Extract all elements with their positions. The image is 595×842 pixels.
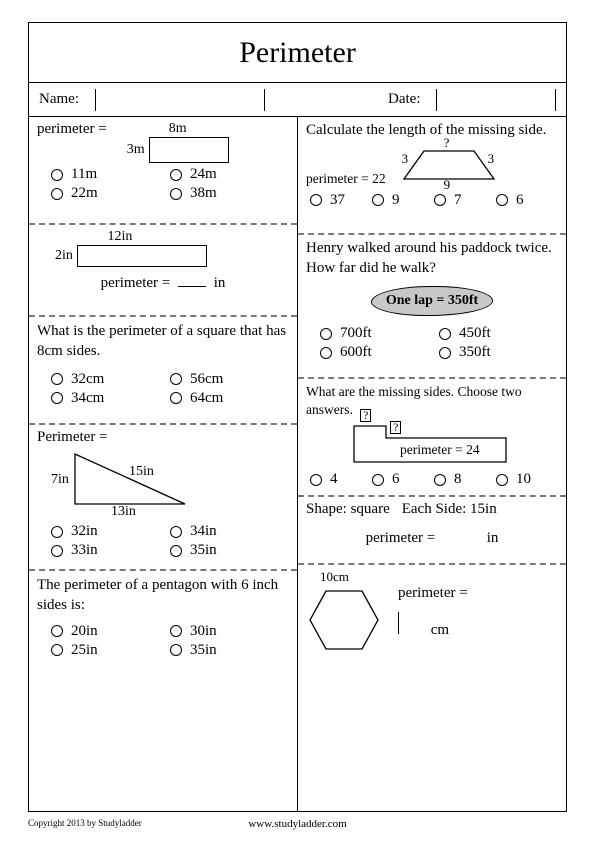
q9-shape: Shape: square <box>306 501 390 518</box>
q8-options: 4 6 8 10 <box>306 468 558 489</box>
q8-q2: ? <box>360 409 371 422</box>
q2-dim-left: 2in <box>55 248 73 264</box>
q5-opt-c[interactable]: 25in <box>51 641 170 660</box>
q4-prompt: Perimeter = <box>37 429 289 446</box>
q3-opt-d[interactable]: 64cm <box>170 389 289 408</box>
q2-answer-blank[interactable] <box>178 286 206 287</box>
q6-top: ? <box>444 135 450 151</box>
question-7: Henry walked around his paddock twice. H… <box>298 235 566 379</box>
q3-opt-b[interactable]: 56cm <box>170 370 289 389</box>
question-2: 12in 2in perimeter = in <box>29 225 297 317</box>
q9-each: Each Side: 15in <box>402 501 497 518</box>
q8-text: What are the missing sides. Choose two a… <box>306 383 558 418</box>
question-1: perimeter = 8m 3m 11m 24m 22m 38m <box>29 117 297 225</box>
q10-answer-blank[interactable] <box>398 612 399 634</box>
q6-opt-a[interactable]: 37 <box>310 191 372 210</box>
page-title: Perimeter <box>29 23 566 83</box>
footer-url: www.studyladder.com <box>208 818 388 830</box>
q5-opt-d[interactable]: 35in <box>170 641 289 660</box>
left-column: perimeter = 8m 3m 11m 24m 22m 38m <box>29 117 298 811</box>
name-date-row: Name: Date: <box>29 83 566 117</box>
q6-opt-b[interactable]: 9 <box>372 191 434 210</box>
q4-options: 32in 34in 33in 35in <box>37 520 289 560</box>
q6-opt-c[interactable]: 7 <box>434 191 496 210</box>
q1-dim-left: 3m <box>127 142 145 158</box>
q8-opt-a[interactable]: 4 <box>310 470 372 489</box>
q10-answer-label: perimeter = <box>398 585 468 602</box>
q7-opt-a[interactable]: 700ft <box>320 324 439 343</box>
question-4: Perimeter = 7in 13in 15in 32in 34in 33in… <box>29 425 297 571</box>
q6-perimeter: perimeter = 22 <box>306 171 386 187</box>
columns: perimeter = 8m 3m 11m 24m 22m 38m <box>29 117 566 811</box>
q2-answer-label: perimeter = <box>101 275 171 291</box>
q5-opt-a[interactable]: 20in <box>51 622 170 641</box>
q4-opt-a[interactable]: 32in <box>51 522 170 541</box>
q2-unit: in <box>214 275 226 291</box>
q7-blob: One lap = 350ft <box>371 286 493 316</box>
q4-opt-b[interactable]: 34in <box>170 522 289 541</box>
q6-right: 3 <box>488 151 495 167</box>
q1-options: 11m 24m 22m 38m <box>37 163 289 203</box>
q3-opt-c[interactable]: 34cm <box>51 389 170 408</box>
q4-side-c: 15in <box>129 464 154 480</box>
q5-options: 20in 30in 25in 35in <box>37 620 289 660</box>
q6-bot: 9 <box>444 177 451 193</box>
right-column: Calculate the length of the missing side… <box>298 117 566 811</box>
q1-opt-b[interactable]: 24m <box>170 165 289 184</box>
q2-dim-top: 12in <box>55 229 185 245</box>
q4-opt-c[interactable]: 33in <box>51 541 170 560</box>
date-field[interactable] <box>436 89 556 111</box>
q8-perimeter: perimeter = 24 <box>400 442 480 458</box>
q1-opt-c[interactable]: 22m <box>51 184 170 203</box>
question-8: What are the missing sides. Choose two a… <box>298 379 566 497</box>
q2-rectangle <box>77 245 207 267</box>
q5-text: The perimeter of a pentagon with 6 inch … <box>37 575 289 616</box>
question-6: Calculate the length of the missing side… <box>298 117 566 235</box>
question-10: 10cm perimeter = cm <box>298 565 566 811</box>
q6-text: Calculate the length of the missing side… <box>306 121 558 141</box>
footer-copyright: Copyright 2013 by Studyladder <box>28 818 208 830</box>
q7-opt-b[interactable]: 450ft <box>439 324 558 343</box>
question-5: The perimeter of a pentagon with 6 inch … <box>29 571 297 811</box>
name-field[interactable] <box>95 89 265 111</box>
q7-text: Henry walked around his paddock twice. H… <box>306 239 558 278</box>
q8-opt-c[interactable]: 8 <box>434 470 496 489</box>
q3-options: 32cm 56cm 34cm 64cm <box>37 368 289 408</box>
q3-opt-a[interactable]: 32cm <box>51 370 170 389</box>
q6-options: 37 9 7 6 <box>306 189 558 210</box>
q7-opt-d[interactable]: 350ft <box>439 343 558 362</box>
q8-opt-d[interactable]: 10 <box>496 470 558 489</box>
q10-side: 10cm <box>320 569 382 585</box>
worksheet-page: Perimeter Name: Date: perimeter = 8m 3m <box>28 22 567 812</box>
name-label: Name: <box>39 91 95 108</box>
q4-side-a: 7in <box>51 472 69 488</box>
q4-triangle <box>65 446 215 516</box>
date-label: Date: <box>388 91 436 108</box>
q7-opt-c[interactable]: 600ft <box>320 343 439 362</box>
q1-prompt: perimeter = <box>37 121 107 138</box>
q10-unit: cm <box>431 622 449 638</box>
q4-opt-d[interactable]: 35in <box>170 541 289 560</box>
q9-unit: in <box>487 530 499 546</box>
q3-text: What is the perimeter of a square that h… <box>37 321 289 362</box>
q9-answer-label: perimeter = <box>366 530 436 546</box>
q7-options: 700ft 450ft 600ft 350ft <box>306 322 558 362</box>
q5-opt-b[interactable]: 30in <box>170 622 289 641</box>
q1-dim-top: 8m <box>127 121 229 137</box>
q8-opt-b[interactable]: 6 <box>372 470 434 489</box>
q6-left: 3 <box>402 151 409 167</box>
q6-opt-d[interactable]: 6 <box>496 191 558 210</box>
question-9: Shape: square Each Side: 15in perimeter … <box>298 497 566 565</box>
q4-side-b: 13in <box>111 504 136 520</box>
q1-rectangle <box>149 137 229 163</box>
q1-opt-a[interactable]: 11m <box>51 165 170 184</box>
q1-opt-d[interactable]: 38m <box>170 184 289 203</box>
question-3: What is the perimeter of a square that h… <box>29 317 297 425</box>
footer: Copyright 2013 by Studyladder www.studyl… <box>28 818 567 830</box>
q8-q1: ? <box>390 421 401 434</box>
q10-hexagon <box>306 585 382 655</box>
